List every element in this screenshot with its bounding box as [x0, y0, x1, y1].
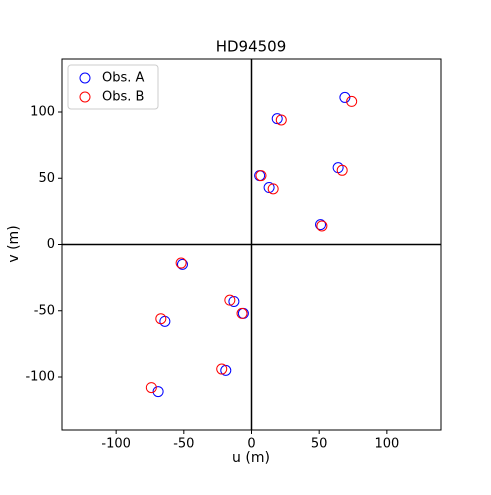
y-tick-label: 0	[47, 237, 55, 252]
point	[152, 386, 164, 398]
x-tick-label: 100	[374, 437, 399, 452]
point	[216, 363, 228, 375]
chart-title: HD94509	[216, 38, 287, 56]
point	[267, 183, 279, 195]
point	[339, 91, 351, 103]
legend-marker	[79, 72, 91, 84]
point	[346, 95, 358, 107]
legend-marker	[79, 91, 91, 103]
point	[315, 219, 327, 231]
point	[175, 257, 187, 269]
point	[236, 307, 248, 319]
legend-label: Obs. B	[102, 90, 144, 105]
x-axis-label: u (m)	[232, 450, 270, 466]
x-tick-label: 0	[247, 437, 255, 452]
y-axis-label: v (m)	[6, 225, 22, 262]
point	[336, 164, 348, 176]
y-tick-label: -100	[25, 370, 55, 385]
x-tick-label: 50	[311, 437, 328, 452]
legend-label: Obs. A	[102, 71, 145, 86]
point	[224, 294, 236, 306]
y-tick-label: -50	[34, 303, 55, 318]
point	[255, 170, 267, 182]
y-tick-label: 100	[30, 105, 55, 120]
x-tick-label: -50	[173, 437, 194, 452]
point	[145, 382, 157, 394]
point	[176, 258, 188, 270]
point	[316, 220, 328, 232]
y-tick-label: 50	[38, 171, 55, 186]
x-tick-label: -100	[101, 437, 131, 452]
point	[155, 313, 167, 325]
point	[275, 114, 287, 126]
legend-box	[67, 64, 159, 110]
